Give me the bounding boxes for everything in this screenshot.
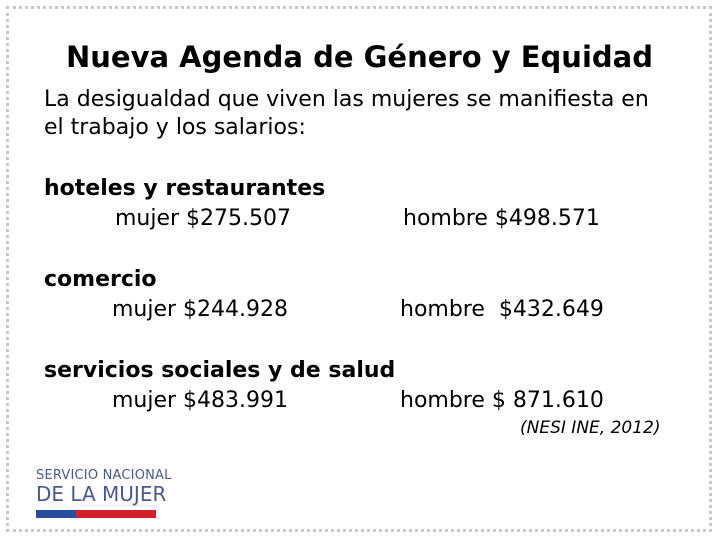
sector-name: comercio	[44, 267, 157, 292]
flag-red-segment	[76, 510, 156, 518]
logo-flag-bar	[36, 510, 156, 518]
intro-text: La desigualdad que viven las mujeres se …	[44, 86, 684, 142]
source-citation: (NESI INE, 2012)	[520, 418, 661, 438]
mujer-salary: mujer $483.991	[112, 388, 289, 413]
hombre-salary: hombre $498.571	[403, 206, 600, 231]
sernam-logo: SERVICIO NACIONAL DE LA MUJER	[36, 468, 171, 522]
logo-line-2: DE LA MUJER	[36, 482, 167, 506]
mujer-salary: mujer $244.928	[112, 297, 289, 322]
flag-blue-segment	[36, 510, 76, 518]
sector-name: servicios sociales y de salud	[44, 358, 396, 383]
logo-line-1: SERVICIO NACIONAL	[36, 468, 172, 483]
slide-title: Nueva Agenda de Género y Equidad	[66, 40, 653, 74]
hombre-salary: hombre $432.649	[400, 297, 604, 322]
mujer-salary: mujer $275.507	[115, 206, 292, 231]
slide-border	[6, 6, 712, 532]
hombre-salary: hombre $ 871.610	[400, 388, 604, 413]
intro-line-2: el trabajo y los salarios:	[44, 115, 306, 140]
sector-name: hoteles y restaurantes	[44, 176, 326, 201]
intro-line-1: La desigualdad que viven las mujeres se …	[44, 87, 649, 112]
